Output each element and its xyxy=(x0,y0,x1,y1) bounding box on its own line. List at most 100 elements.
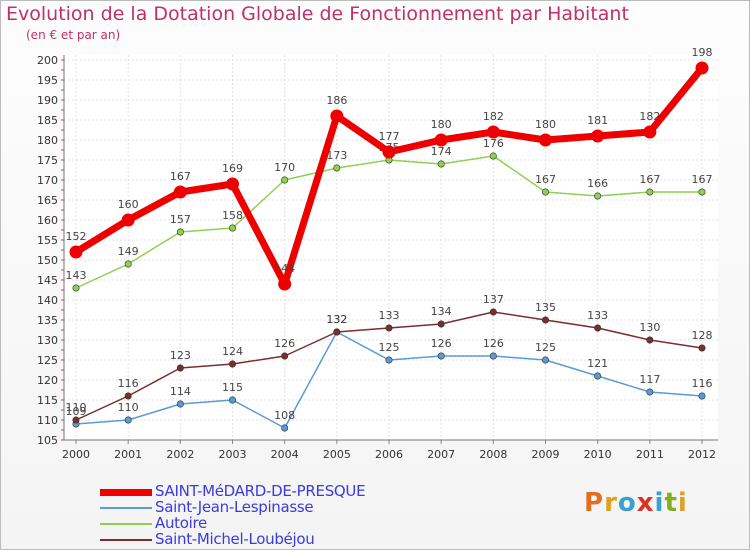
data-label: 157 xyxy=(170,213,191,226)
logo-letter: t xyxy=(664,488,678,518)
x-tick-label: 2004 xyxy=(271,448,299,461)
data-point xyxy=(229,360,237,368)
data-label: 133 xyxy=(587,309,608,322)
data-label: 110 xyxy=(118,401,139,414)
data-label: 124 xyxy=(222,345,243,358)
x-tick-label: 2007 xyxy=(427,448,455,461)
data-label: 181 xyxy=(587,114,608,127)
data-label: 135 xyxy=(535,301,556,314)
data-point xyxy=(72,284,80,292)
data-label: 116 xyxy=(118,377,139,390)
data-label: 176 xyxy=(483,137,504,150)
y-tick-label: 165 xyxy=(37,194,58,207)
data-point xyxy=(176,400,184,408)
x-tick-label: 2006 xyxy=(375,448,403,461)
y-tick-label: 180 xyxy=(37,134,58,147)
data-label: 186 xyxy=(326,94,347,107)
data-point xyxy=(173,185,187,199)
logo-letter: P xyxy=(584,488,605,518)
data-point xyxy=(489,152,497,160)
data-label: 128 xyxy=(692,329,713,342)
data-point xyxy=(698,344,706,352)
y-tick-label: 110 xyxy=(37,414,58,427)
data-point xyxy=(385,356,393,364)
legend-label: Saint-Michel-Loubéjou xyxy=(155,530,315,548)
data-point xyxy=(69,245,83,259)
data-point xyxy=(382,145,396,159)
data-label: 115 xyxy=(222,381,243,394)
legend-swatch xyxy=(100,507,152,509)
logo-letter: i xyxy=(654,488,665,518)
data-point xyxy=(330,109,344,123)
data-label: 170 xyxy=(274,161,295,174)
legend-swatch xyxy=(100,489,152,496)
x-tick-label: 2000 xyxy=(62,448,90,461)
data-label: 133 xyxy=(379,309,400,322)
y-tick-label: 195 xyxy=(37,74,58,87)
data-label: 177 xyxy=(379,130,400,143)
data-point xyxy=(489,308,497,316)
data-point xyxy=(646,388,654,396)
data-label: 108 xyxy=(274,409,295,422)
legend-label: Saint-Jean-Lespinasse xyxy=(155,498,314,516)
data-point xyxy=(437,320,445,328)
data-point xyxy=(594,192,602,200)
data-point xyxy=(539,133,552,147)
data-point xyxy=(646,336,654,344)
data-point xyxy=(594,372,602,380)
legend-label: SAINT-MéDARD-DE-PRESQUE xyxy=(155,482,366,500)
y-tick-label: 145 xyxy=(37,274,58,287)
legend-label: Autoire xyxy=(155,514,207,532)
data-label: 137 xyxy=(483,293,504,306)
data-label: 167 xyxy=(170,170,191,183)
data-label: 117 xyxy=(639,373,660,386)
data-label: 132 xyxy=(326,313,347,326)
data-point xyxy=(486,125,500,139)
y-tick-label: 160 xyxy=(37,214,58,227)
data-label: 160 xyxy=(118,198,139,211)
y-tick-label: 120 xyxy=(37,374,58,387)
chart-title: Evolution de la Dotation Globale de Fonc… xyxy=(6,3,629,25)
x-tick-label: 2008 xyxy=(479,448,507,461)
data-point xyxy=(489,352,497,360)
data-label: 132 xyxy=(326,313,347,326)
data-label: 143 xyxy=(66,269,87,282)
y-tick-label: 155 xyxy=(37,234,58,247)
data-label: 182 xyxy=(639,110,660,123)
data-label: 126 xyxy=(431,337,452,350)
data-label: 167 xyxy=(535,173,556,186)
data-point xyxy=(281,176,289,184)
y-tick-label: 130 xyxy=(37,334,58,347)
data-label: 109 xyxy=(66,405,87,418)
logo-letter: i xyxy=(677,488,688,518)
data-point xyxy=(541,356,549,364)
data-label: 167 xyxy=(639,173,660,186)
data-point xyxy=(124,392,132,400)
y-tick-label: 105 xyxy=(37,434,58,447)
data-label: 166 xyxy=(587,177,608,190)
legend-swatch xyxy=(100,523,152,525)
data-point xyxy=(594,324,602,332)
y-tick-label: 135 xyxy=(37,314,58,327)
x-tick-label: 2005 xyxy=(323,448,351,461)
y-tick-label: 115 xyxy=(37,394,58,407)
data-point xyxy=(698,188,706,196)
y-tick-label: 200 xyxy=(37,54,58,67)
data-point xyxy=(226,177,239,191)
data-label: 173 xyxy=(326,149,347,162)
x-tick-label: 2001 xyxy=(114,448,142,461)
data-point xyxy=(646,188,654,196)
data-label: 110 xyxy=(66,401,87,414)
x-tick-label: 2011 xyxy=(636,448,664,461)
data-label: 114 xyxy=(170,385,191,398)
data-label: 149 xyxy=(118,245,139,258)
data-point xyxy=(333,164,341,172)
y-tick-label: 140 xyxy=(37,294,58,307)
data-label: 152 xyxy=(66,230,87,243)
data-label: 144 xyxy=(274,262,295,275)
data-label: 167 xyxy=(692,173,713,186)
data-point xyxy=(437,160,445,168)
y-tick-label: 150 xyxy=(37,254,58,267)
legend-swatch xyxy=(100,539,152,541)
data-point xyxy=(591,129,605,143)
